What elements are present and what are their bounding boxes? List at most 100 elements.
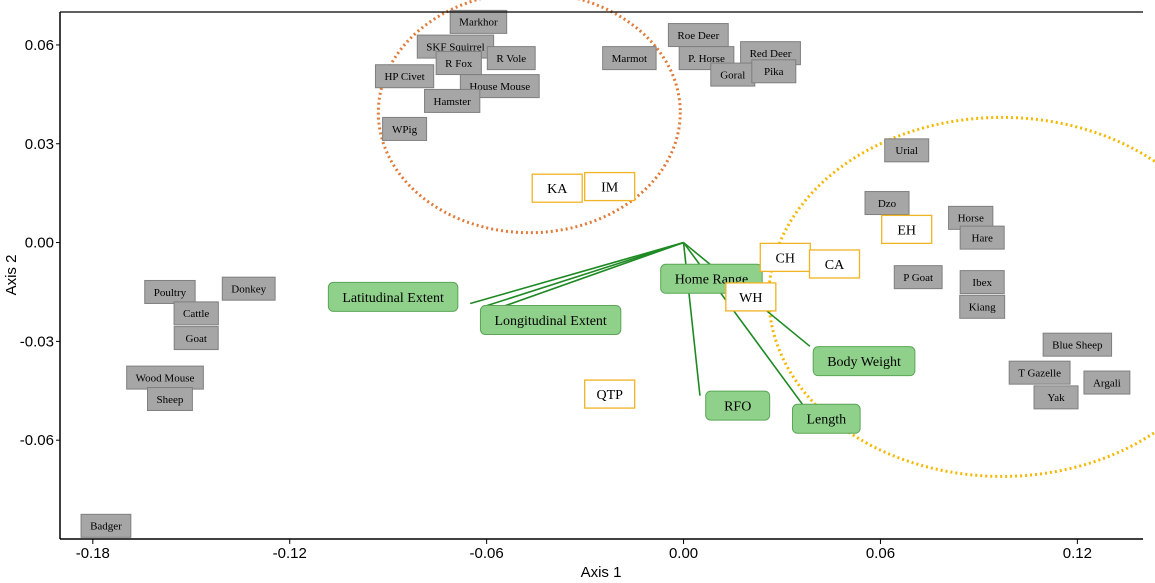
variable-label-length-box xyxy=(791,403,861,434)
species-label-hp-civet-box xyxy=(374,64,435,89)
x-tick-label: 0.12 xyxy=(1063,545,1092,562)
species-label-urial: Urial xyxy=(884,138,930,163)
species-label-blue-sheep-text: Blue Sheep xyxy=(1052,340,1103,352)
variable-label-body-weight-text: Body Weight xyxy=(827,355,901,370)
species-label-urial-text: Urial xyxy=(895,145,918,157)
species-label-t-gazelle-box xyxy=(1008,360,1071,385)
variable-vector xyxy=(483,241,684,308)
species-label-house-mouse-text: House Mouse xyxy=(469,81,530,93)
species-label-sheep-text: Sheep xyxy=(156,394,183,406)
variable-label-body-weight-box xyxy=(812,346,916,377)
species-label-goat: Goat xyxy=(173,326,219,351)
site-label-ca-text: CA xyxy=(825,258,845,273)
species-label-dzo-text: Dzo xyxy=(878,198,897,210)
site-label-ca: CA xyxy=(808,249,861,279)
species-label-hare: Hare xyxy=(959,225,1005,250)
species-label-badger-text: Badger xyxy=(90,521,122,533)
variable-label-rfo-text: RFO xyxy=(724,400,751,415)
species-label-wpig: WPig xyxy=(382,116,428,141)
variable-label-rfo: RFO xyxy=(705,390,771,421)
species-label-markhor-text: Markhor xyxy=(459,17,498,29)
species-label-hp-civet-text: HP Civet xyxy=(384,71,424,83)
species-label-markhor-box xyxy=(449,9,508,34)
species-label-pika: Pika xyxy=(751,59,797,84)
site-label-ka-text: KA xyxy=(547,182,568,197)
species-label-badger: Badger xyxy=(80,513,132,538)
species-label-skf-squirrel-text: SKF Squirrel xyxy=(426,41,484,53)
variable-label-rfo-box xyxy=(705,390,771,421)
site-label-im-box xyxy=(584,171,636,202)
species-label-poultry-box xyxy=(144,279,196,304)
species-label-donkey-box xyxy=(221,276,276,301)
variable-vector xyxy=(488,241,684,313)
variable-vector xyxy=(470,241,684,305)
species-label-p-goat-box xyxy=(893,265,943,290)
species-label-goat-box xyxy=(173,326,219,351)
species-label-roe-deer-text: Roe Deer xyxy=(677,30,719,42)
variable-label-latitudinal-extent-box xyxy=(327,281,459,312)
species-label-yak-text: Yak xyxy=(1047,392,1065,404)
x-axis-title: Axis 1 xyxy=(581,564,622,581)
x-tick-label: -0.18 xyxy=(76,545,110,562)
site-label-im-text: IM xyxy=(601,180,619,195)
species-label-r-fox-text: R Fox xyxy=(445,58,473,70)
species-label-marmot: Marmot xyxy=(602,46,657,71)
species-labels: Markhor SKF Squirrel R Vole R Fox HP Civet Ho… xyxy=(80,9,1131,538)
species-label-hp-civet: HP Civet xyxy=(374,64,435,89)
species-label-r-vole: R Vole xyxy=(486,46,536,71)
species-label-poultry-text: Poultry xyxy=(154,287,187,299)
species-label-wood-mouse-text: Wood Mouse xyxy=(136,372,195,384)
species-label-kiang-box xyxy=(959,294,1006,319)
site-label-eh-text: EH xyxy=(897,223,916,238)
species-label-r-fox: R Fox xyxy=(435,51,482,76)
y-tick-label: 0.03 xyxy=(25,136,54,153)
y-tick-label: -0.06 xyxy=(20,432,54,449)
variable-label-longitudinal-extent: Longitudinal Extent xyxy=(479,304,622,335)
site-label-qtp-box xyxy=(584,379,636,409)
axes xyxy=(59,11,1143,540)
species-label-kiang-text: Kiang xyxy=(969,302,996,314)
species-label-sheep-box xyxy=(146,387,193,412)
species-label-marmot-box xyxy=(602,46,657,71)
species-label-yak-box xyxy=(1033,385,1079,410)
species-label-donkey-text: Donkey xyxy=(231,284,266,296)
species-label-dzo: Dzo xyxy=(864,191,910,216)
species-label-wood-mouse: Wood Mouse xyxy=(126,365,204,390)
site-label-wh: WH xyxy=(725,282,777,312)
species-label-p-goat-text: P Goat xyxy=(903,272,933,284)
species-label-red-deer-text: Red Deer xyxy=(750,48,792,60)
species-label-r-vole-text: R Vole xyxy=(496,53,526,65)
y-tick-label: 0.06 xyxy=(25,37,54,54)
tick-labels: -0.18 -0.12 -0.06 0.00 0.06 0.12 -0.06 -0.03 0.0… xyxy=(20,37,1092,562)
variable-label-latitudinal-extent: Latitudinal Extent xyxy=(327,281,459,312)
y-axis-title: Axis 2 xyxy=(3,255,20,296)
x-tick-label: 0.06 xyxy=(866,545,895,562)
site-label-eh-box xyxy=(881,214,933,245)
species-label-t-gazelle: T Gazelle xyxy=(1008,360,1071,385)
species-label-t-gazelle-text: T Gazelle xyxy=(1018,368,1061,380)
species-label-sheep: Sheep xyxy=(146,387,193,412)
species-label-hamster-text: Hamster xyxy=(434,96,472,108)
species-label-goat-text: Goat xyxy=(186,333,207,345)
species-label-wpig-text: WPig xyxy=(392,124,418,136)
site-labels: KA IM CH CA EH WH QTP xyxy=(531,171,933,409)
species-label-badger-box xyxy=(80,513,132,538)
species-label-goral-text: Goral xyxy=(720,69,745,81)
cluster-ellipse-orange xyxy=(376,0,682,235)
site-label-ka-box xyxy=(531,173,583,203)
species-label-argali-box xyxy=(1083,370,1131,395)
variable-label-length-text: Length xyxy=(806,413,846,428)
species-label-pika-box xyxy=(751,59,797,84)
variable-label-latitudinal-extent-text: Latitudinal Extent xyxy=(342,291,444,306)
site-label-ka: KA xyxy=(531,173,583,203)
species-label-goral: Goral xyxy=(710,62,756,87)
species-label-hamster: Hamster xyxy=(424,88,481,113)
species-label-yak: Yak xyxy=(1033,385,1079,410)
species-label-cattle-box xyxy=(173,301,219,326)
species-label-argali-text: Argali xyxy=(1093,377,1121,389)
species-label-argali: Argali xyxy=(1083,370,1131,395)
variable-label-longitudinal-extent-box xyxy=(479,304,622,335)
species-label-hare-text: Hare xyxy=(972,232,993,244)
species-label-ibex: Ibex xyxy=(959,270,1005,295)
